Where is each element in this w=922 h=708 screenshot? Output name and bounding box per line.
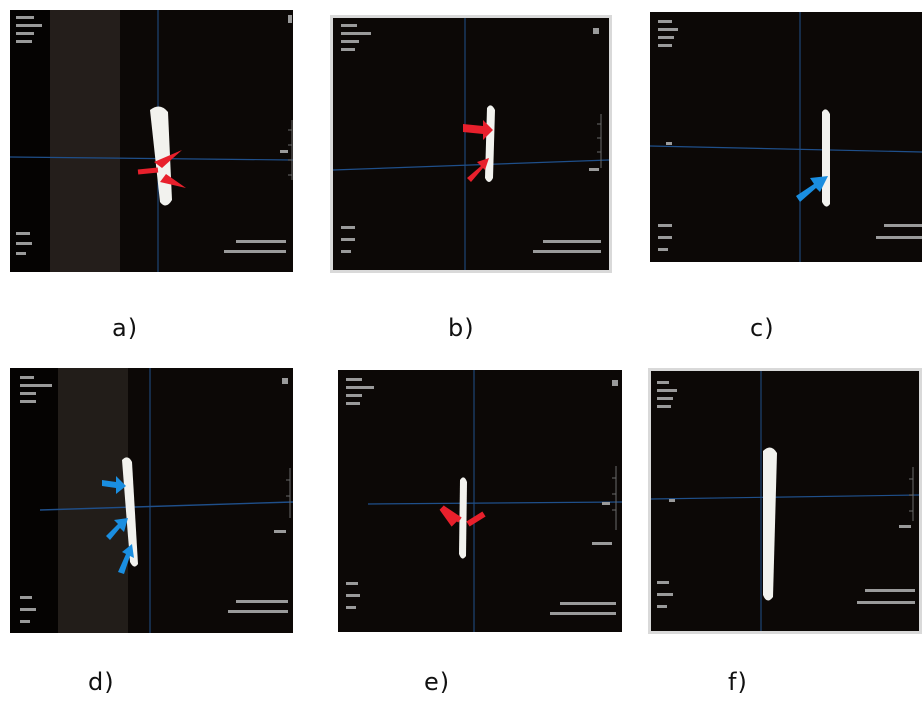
depth-scale xyxy=(286,468,291,518)
panel-b-image xyxy=(333,18,609,270)
blue-arrow-icon xyxy=(102,476,126,494)
blue-arrow-icon xyxy=(796,176,828,202)
ultrasound-panel-d xyxy=(10,368,293,633)
overlay-text-lines xyxy=(341,24,601,253)
panel-d-caption: d) xyxy=(88,668,115,696)
depth-scale xyxy=(597,114,602,168)
panel-b-caption: b) xyxy=(448,314,475,342)
panel-a-caption: a) xyxy=(112,314,139,342)
red-arrow-icon xyxy=(160,174,186,188)
blue-arrow-icon xyxy=(118,544,134,574)
panel-c-image xyxy=(650,12,922,262)
red-arrow-icon xyxy=(463,120,493,140)
red-arrow-icon xyxy=(154,150,182,168)
specimen-shape xyxy=(822,109,830,207)
panel-f-image xyxy=(651,371,919,631)
panel-a-image xyxy=(10,10,293,272)
ultrasound-panel-c xyxy=(650,12,922,262)
overlay-text-lines xyxy=(346,378,618,615)
panel-c-caption: c) xyxy=(750,314,775,342)
blue-arrow-icon xyxy=(106,518,128,540)
ultrasound-panel-f xyxy=(648,368,922,634)
specimen-shape xyxy=(122,457,138,567)
red-arrow-icon xyxy=(467,158,489,182)
ultrasound-panel-e xyxy=(338,370,622,632)
panel-d-image xyxy=(10,368,293,633)
overlay-text-lines xyxy=(20,376,288,623)
specimen-shape xyxy=(459,477,467,559)
panel-e-image xyxy=(346,370,622,632)
depth-scale xyxy=(288,120,293,180)
specimen-shape xyxy=(485,105,495,182)
depth-scale xyxy=(612,466,617,530)
overlay-text-lines xyxy=(16,15,292,255)
depth-scale xyxy=(909,467,914,521)
red-arrow-icon xyxy=(466,511,486,527)
overlay-text-lines xyxy=(658,20,922,251)
ultrasound-panel-a xyxy=(10,10,293,272)
overlay-text-lines xyxy=(657,381,915,608)
red-arrow-icon xyxy=(439,505,462,527)
specimen-shape xyxy=(763,447,777,601)
ultrasound-panel-b xyxy=(330,15,612,273)
panel-e-caption: e) xyxy=(424,668,451,696)
panel-f-caption: f) xyxy=(728,668,748,696)
